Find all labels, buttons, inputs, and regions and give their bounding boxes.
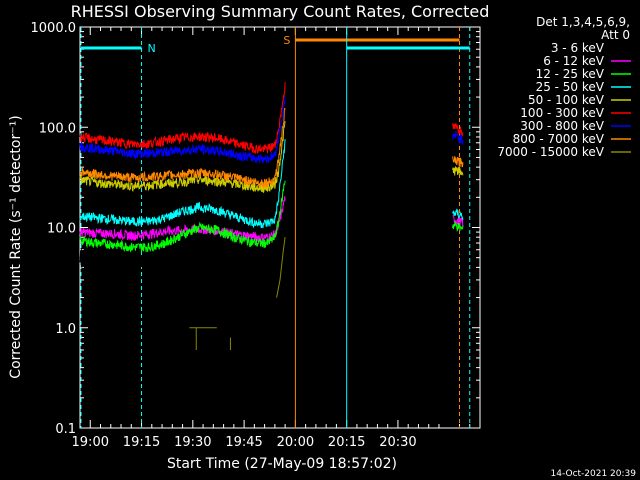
legend-label: 800 - 7000 keV [513, 132, 605, 146]
saa-label: S [283, 34, 290, 47]
series-2-line-late [452, 221, 464, 232]
x-axis-label: Start Time (27-May-09 18:57:02) [167, 456, 397, 472]
series-7-line [79, 107, 286, 189]
y-tick-label: 1.0 [55, 322, 76, 337]
series-1-line-late [452, 214, 464, 228]
x-tick-label: 19:45 [225, 435, 262, 450]
series-5-line [79, 82, 286, 155]
legend-label: 12 - 25 keV [536, 67, 605, 81]
x-tick-label: 19:15 [123, 435, 160, 450]
series-6-line [79, 96, 286, 164]
legend-label: 100 - 300 keV [520, 106, 604, 120]
y-axis-label: Corrected Count Rate (s⁻¹ detector⁻¹) [8, 115, 24, 378]
series-8-line-rise [276, 237, 286, 298]
chart-title: RHESSI Observing Summary Count Rates, Co… [71, 2, 490, 21]
footer-date: 14-Oct-2021 20:39 [551, 469, 637, 479]
legend-header-1: Det 1,3,4,5,6,9, [536, 15, 630, 29]
night-label: N [148, 42, 156, 55]
legend-label: 25 - 50 keV [536, 80, 605, 94]
legend-header-2: Att 0 [601, 28, 630, 42]
legend-label: 300 - 800 keV [520, 119, 604, 133]
y-tick-label: 0.1 [55, 422, 76, 437]
series-6-line-late [452, 129, 464, 145]
chart-marks: 0.1 1.0 10.0 100.0 1000.0 19:00 19:15 19:30 19:4… [31, 21, 631, 450]
series-2-line [79, 180, 286, 253]
plot-frame [79, 26, 481, 429]
x-tick-label: 20:15 [328, 435, 365, 450]
y-tick-label: 1000.0 [31, 21, 77, 36]
series-3-line [79, 139, 286, 229]
legend-label: 3 - 6 keV [551, 41, 605, 55]
series-4-line-late [452, 165, 464, 176]
legend-label: 50 - 100 keV [528, 93, 605, 107]
series-0-line-late [452, 245, 464, 259]
series-4-line [79, 121, 286, 194]
x-tick-label: 20:30 [379, 435, 416, 450]
series-7-line-late [452, 156, 464, 168]
x-tick-label: 20:00 [277, 435, 314, 450]
legend-label: 7000 - 15000 keV [497, 145, 604, 159]
series-3-line-late [452, 208, 464, 221]
x-tick-label: 19:30 [174, 435, 211, 450]
y-tick-label: 10.0 [47, 222, 76, 237]
series-0-line-noise [79, 236, 286, 274]
series-5-line-late [452, 122, 464, 137]
y-tick-label: 100.0 [39, 121, 76, 136]
x-tick-label: 19:00 [72, 435, 109, 450]
legend-label: 6 - 12 keV [543, 54, 605, 68]
